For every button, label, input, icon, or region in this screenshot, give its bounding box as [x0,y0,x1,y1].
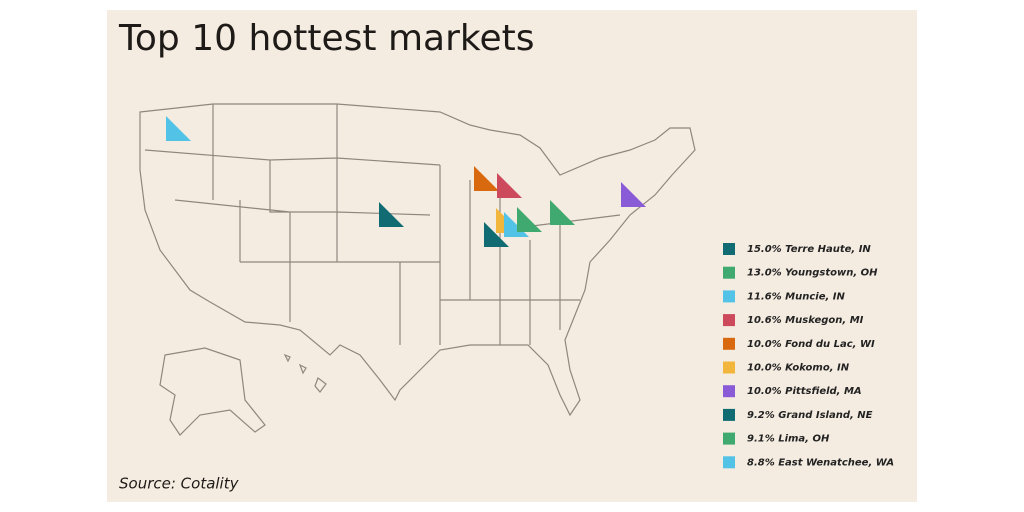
market-marker [484,222,509,247]
legend-label: 8.8% East Wenatchee, WA [747,457,894,468]
legend-label: 10.0% Pittsfield, MA [747,386,862,397]
legend-swatch [723,314,735,327]
legend-swatch [723,290,735,303]
legend-label: 10.0% Kokomo, IN [747,363,850,374]
market-marker [621,182,646,207]
legend-label: 9.2% Grand Island, NE [747,410,873,421]
markers [166,116,646,247]
market-marker [166,116,191,141]
legend-swatch [723,408,735,421]
legend-swatch [723,456,735,469]
legend-label: 11.6% Muncie, IN [747,291,846,302]
legend-swatch [723,337,735,350]
legend-swatch [723,266,735,279]
legend-label: 13.0% Youngstown, OH [747,268,878,279]
market-marker [517,207,542,232]
legend-swatch [723,432,735,445]
legend: 15.0% Terre Haute, IN 13.0% Youngstown, O… [723,243,894,469]
market-marker [379,202,404,227]
legend-label: 10.6% Muskegon, MI [747,315,864,326]
legend-label: 15.0% Terre Haute, IN [747,244,871,255]
legend-label: 10.0% Fond du Lac, WI [747,339,875,350]
market-marker [497,173,522,198]
title: Top 10 hottest markets [118,18,535,59]
legend-swatch [723,385,735,398]
market-marker [474,166,499,191]
legend-label: 9.1% Lima, OH [747,434,830,445]
legend-swatch [723,361,735,374]
legend-swatch [723,243,735,255]
market-marker [550,200,575,225]
us-map [139,103,696,436]
source: Source: Cotality [119,475,240,493]
